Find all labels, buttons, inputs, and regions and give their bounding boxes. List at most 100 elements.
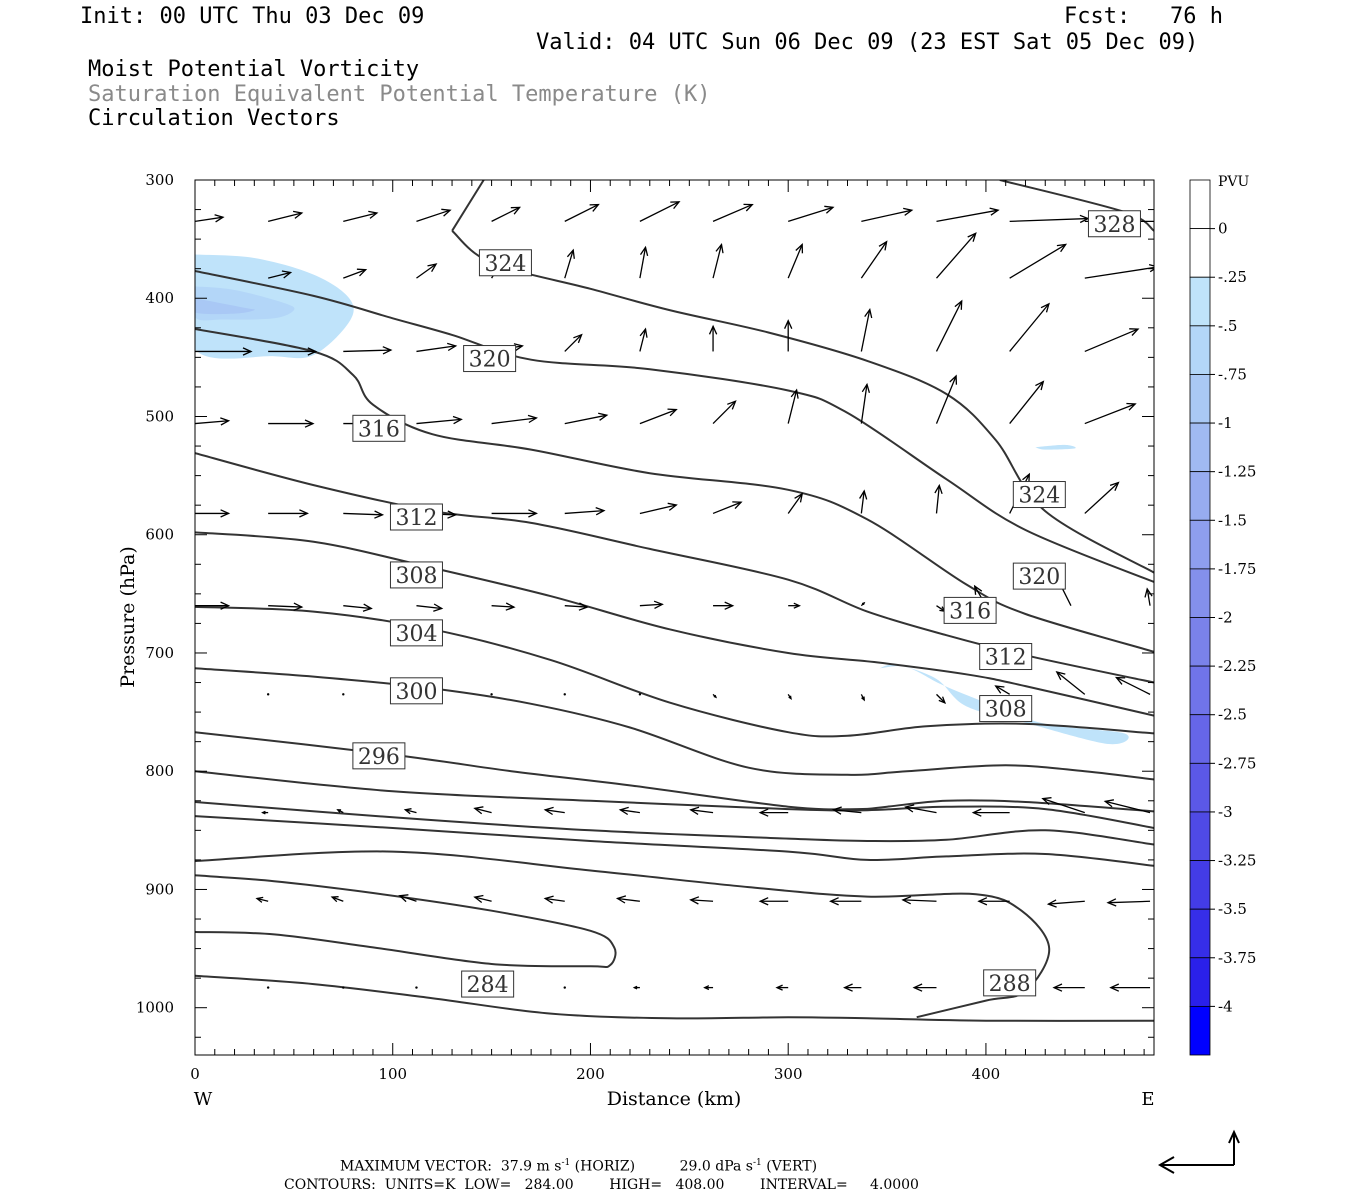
vector-head: [1126, 402, 1137, 411]
circulation-vector: [1046, 899, 1085, 908]
circulation-vector: [416, 415, 463, 425]
vector-head: [670, 201, 681, 210]
circulation-vector: [563, 986, 566, 989]
circulation-vector: [787, 243, 804, 279]
vector-dot: [266, 693, 270, 696]
contour-label-box: [389, 619, 443, 647]
colorbar-tick-label: -3.5: [1218, 900, 1247, 918]
vector-shaft: [474, 807, 492, 814]
contour-label-text: 308: [985, 698, 1027, 723]
circulation-vector: [343, 268, 368, 279]
west-label: W: [194, 1089, 213, 1110]
circulation-vector: [912, 983, 937, 992]
circulation-vector: [712, 501, 743, 515]
circulation-vector: [343, 210, 379, 223]
theta-contour-line: [195, 605, 1154, 738]
circulation-vector: [935, 374, 958, 424]
circulation-vector: [1055, 671, 1086, 695]
circulation-vector: [195, 347, 253, 356]
circulation-vector: [843, 983, 862, 992]
vector-head: [615, 895, 627, 904]
vector-dot: [490, 693, 493, 696]
colorbar-tick-label: -2.75: [1218, 754, 1256, 772]
circulation-vector: [787, 693, 792, 700]
max-vector-label: MAXIMUM VECTOR:: [340, 1158, 492, 1175]
circulation-vector: [255, 896, 269, 903]
circulation-vector: [639, 502, 678, 515]
vector-dot: [342, 693, 345, 696]
y-axis-title: Pressure (hPa): [117, 546, 139, 688]
vector-head: [368, 210, 379, 219]
colorbar-swatch: [1189, 957, 1211, 1007]
contour-label-text: 304: [395, 622, 437, 647]
circulation-vector: [415, 986, 418, 989]
vector-head: [934, 483, 943, 495]
colorbar-swatch: [1189, 762, 1211, 813]
vector-shaft: [564, 334, 583, 352]
circulation-vector: [564, 412, 609, 425]
circulation-vector: [1084, 328, 1140, 353]
vector-shaft: [256, 897, 269, 902]
circulation-vector: [473, 806, 492, 815]
x-tick-label: 200: [576, 1065, 605, 1083]
vector-head: [452, 415, 463, 425]
circulation-vector: [615, 895, 640, 904]
circulation-vector: [342, 986, 345, 989]
vector-shaft: [491, 417, 537, 425]
vector-head: [427, 263, 438, 273]
vector-shaft: [1009, 303, 1050, 352]
colorbar-swatch: [1189, 811, 1211, 861]
vector-head: [864, 307, 873, 319]
vector-head: [510, 206, 522, 215]
vector-head: [261, 810, 266, 815]
contour-label: 304: [389, 619, 443, 647]
circulation-vector: [639, 600, 664, 609]
vector-shaft: [343, 349, 391, 353]
circulation-vector: [904, 804, 937, 814]
max-vector-line: MAXIMUM VECTOR: 37.9 m s-1 (HORIZ) 29.0 …: [340, 1158, 817, 1175]
vector-shaft: [860, 384, 868, 424]
vector-head: [255, 896, 264, 903]
circulation-vector: [712, 242, 724, 279]
plot-frame: [194, 179, 1155, 1056]
vector-shaft: [936, 232, 977, 279]
circulation-vector: [491, 509, 538, 518]
vector-head: [784, 319, 793, 329]
circulation-vector: [788, 205, 835, 223]
vector-head: [639, 245, 649, 257]
vector-shaft: [416, 345, 456, 353]
colorbar-tick-label: 0: [1218, 220, 1228, 238]
vector-shaft: [639, 328, 647, 352]
contour-label-text: 324: [1018, 484, 1060, 509]
colorbar-tick-label: -4: [1218, 997, 1233, 1015]
vector-dot: [638, 693, 642, 696]
colorbar-tick-label: -3.25: [1218, 852, 1256, 870]
vector-head: [242, 347, 253, 356]
y-tick-label: 500: [145, 407, 174, 425]
vector-shaft: [639, 247, 647, 279]
vector-head: [938, 696, 947, 704]
vector-head: [901, 895, 912, 905]
colorbar-tick-label: -1.5: [1218, 511, 1247, 529]
contour-label-box: [389, 561, 443, 589]
vector-head: [715, 242, 724, 254]
contour-label: 312: [389, 503, 443, 531]
pv-colorbar: 0 -.25 -.5 -.75 -1 -1.25 -1.5 -1.75 -2 -2.25 -2.5 -…: [1189, 179, 1256, 1056]
vector-shaft: [1105, 800, 1151, 814]
circulation-vector: [1084, 263, 1154, 279]
vector-head: [527, 414, 538, 424]
contour-label-text: 300: [395, 680, 437, 705]
vector-shaft: [639, 603, 663, 607]
circulation-vector: [195, 601, 231, 610]
contour-label-box: [478, 249, 532, 277]
colorbar-swatch: [1189, 276, 1211, 327]
circulation-vector: [1106, 898, 1151, 907]
vector-head: [912, 983, 923, 992]
contour-label: 320: [463, 345, 517, 373]
contour-info-line: CONTOURS: UNITS=K LOW= 284.00 HIGH= 408.…: [284, 1177, 919, 1193]
colorbar-tick-label: -2.5: [1218, 706, 1247, 724]
contour-label-box: [943, 596, 997, 624]
vector-head: [330, 896, 339, 903]
vector-shaft: [639, 201, 680, 222]
vector-head: [1109, 983, 1120, 992]
